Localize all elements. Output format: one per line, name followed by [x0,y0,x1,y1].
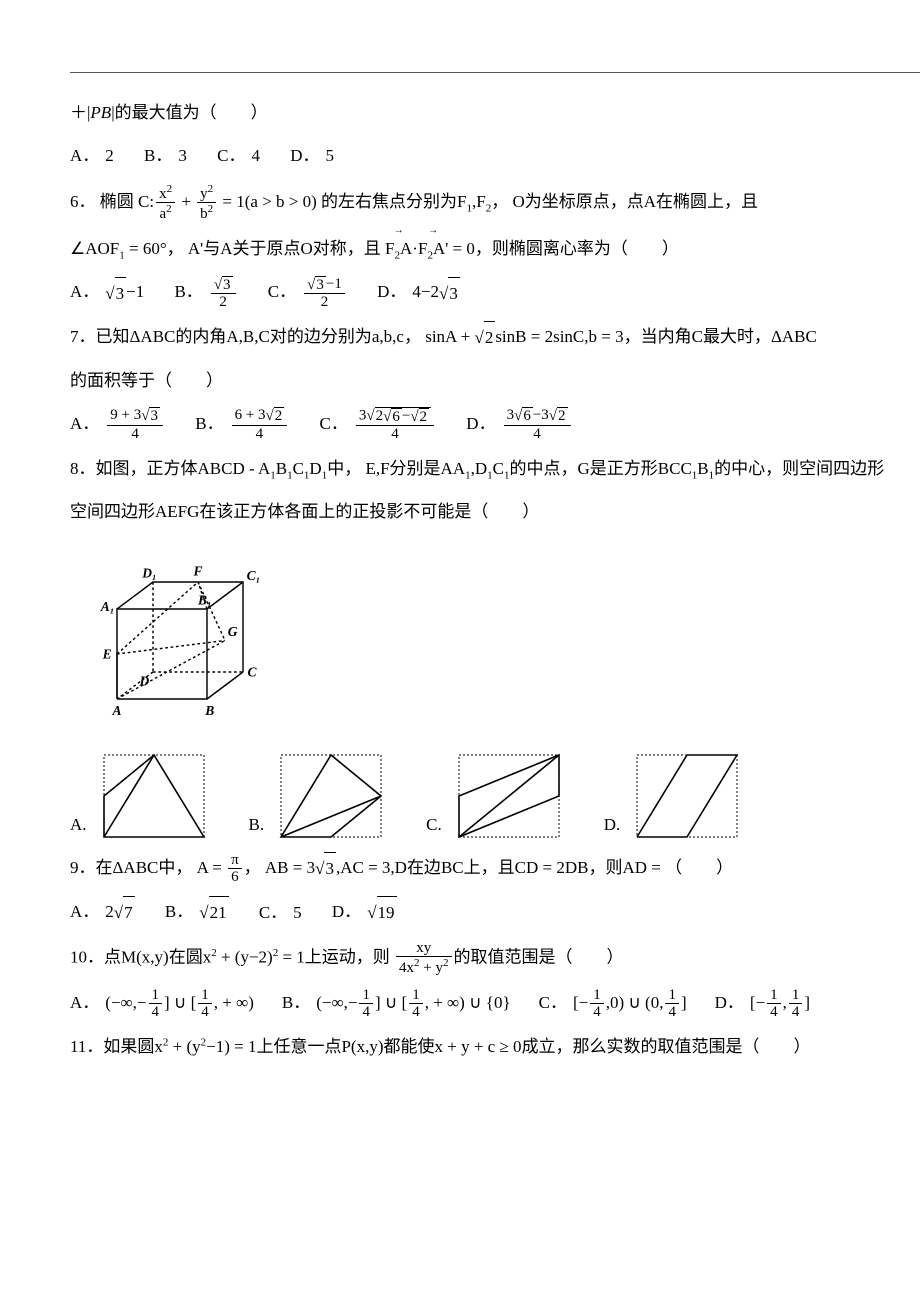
q6-options: A．3−1 B．32 C．3−12 D．4−23 [70,276,920,311]
svg-text:B₁: B₁ [197,593,212,608]
option-d: D．36−324 [466,407,572,442]
option-d: D．5 [290,140,334,172]
text: |的最大值为（ ） [111,103,267,122]
q-num: 10． [70,947,104,966]
option-a: A．9 + 334 [70,407,165,442]
svg-text:G: G [228,624,238,639]
svg-text:C: C [248,665,258,680]
q8-options: A. B. C. D. [70,750,920,842]
q-num: 9． [70,858,96,877]
vector: F2A' [418,233,448,266]
vector: F2A [385,233,412,266]
option-d: D．[−14,14] [715,987,810,1021]
option-a: A．(−∞,−14] ∪ [14, + ∞) [70,987,254,1021]
q5-tail-line: ＋|PB|的最大值为（ ） [70,97,920,129]
q7-line1: 7．已知ΔABC的内角A,B,C对的边分别为a,b,c， sinA + 2sin… [70,321,920,355]
q10-options: A．(−∞,−14] ∪ [14, + ∞) B．(−∞,−14] ∪ [14,… [70,987,920,1021]
svg-text:D₁: D₁ [141,566,156,581]
option-c: C．4 [217,140,260,172]
option-d: D. [604,750,743,842]
option-c: C. [426,750,564,842]
svg-text:B: B [204,704,214,719]
q6-line2: ∠AOF1 = 60°， A'与A关于原点O对称，且 F2A·F2A' = 0，… [70,233,920,266]
option-b: B．6 + 324 [195,407,289,442]
q9-options: A．27 B．21 C．5 D．19 [70,896,920,930]
q8-line1: 8．如图，正方体ABCD - A1B1C1D1中， E,F分别是AA1,D1C1… [70,453,920,486]
frac: x2a2 [156,183,175,223]
q-num: 11． [70,1037,103,1056]
svg-text:A₁: A₁ [100,599,115,614]
option-b: B．3 [144,140,187,172]
q11-line1: 11．如果圆x2 + (y2−1) = 1上任意一点P(x,y)都能使x + y… [70,1031,920,1063]
svg-text:D: D [139,674,150,689]
option-c: C．326−24 [320,407,437,443]
frac: y2b2 [197,183,216,223]
q-num: 7． [70,327,96,346]
option-a: A．3−1 [70,276,144,310]
q7-options: A．9 + 334 B．6 + 324 C．326−24 D．36−324 [70,407,920,443]
option-c: C．5 [259,897,302,929]
option-d: D．19 [332,896,397,930]
option-d: D．4−23 [377,276,460,310]
option-a: A．2 [70,140,114,172]
option-b: B. [249,750,387,842]
page-number: - 2 - [70,1093,920,1120]
q8-line2: 空间四边形AEFG在该正方体各面上的正投影不可能是（ ） [70,496,920,528]
option-c: C．3−12 [268,276,347,311]
var: PB [90,103,111,122]
header-rule [70,72,920,73]
q5-options: A．2 B．3 C．4 D．5 [70,139,920,172]
formula: = 1(a > b > 0) [222,191,316,210]
q6-line1: 6． 椭圆 C:x2a2 + y2b2 = 1(a > b > 0) 的左右焦点… [70,183,920,223]
option-c: C．[−14,0) ∪ (0,14] [539,987,687,1021]
option-b: B．32 [174,276,237,311]
option-a: A. [70,750,209,842]
svg-text:A: A [112,704,122,719]
svg-text:C₁: C₁ [247,569,261,584]
text: ＋| [70,103,90,122]
text: 的左右焦点分别为 [321,191,457,210]
text: 椭圆 [100,191,134,210]
option-b: B．(−∞,−14] ∪ [14, + ∞) ∪ {0} [282,987,511,1021]
svg-text:E: E [102,647,112,662]
option-b: B．21 [165,896,229,930]
q7-line2: 的面积等于（ ） [70,365,920,397]
option-a: A．27 [70,896,135,930]
q9-line1: 9．在ΔABC中， A = π6， AB = 33,AC = 3,D在边BC上，… [70,852,920,886]
q-num: 8． [70,459,96,478]
svg-text:F: F [193,564,203,579]
cube-diagram: A B C D A₁ B₁ C₁ D₁ E F G [90,546,270,726]
q-num: 6． [70,191,96,210]
formula: C: [138,191,154,210]
q10-line1: 10．点M(x,y)在圆x2 + (y−2)2 = 1上运动，则 xy4x2 +… [70,940,920,977]
